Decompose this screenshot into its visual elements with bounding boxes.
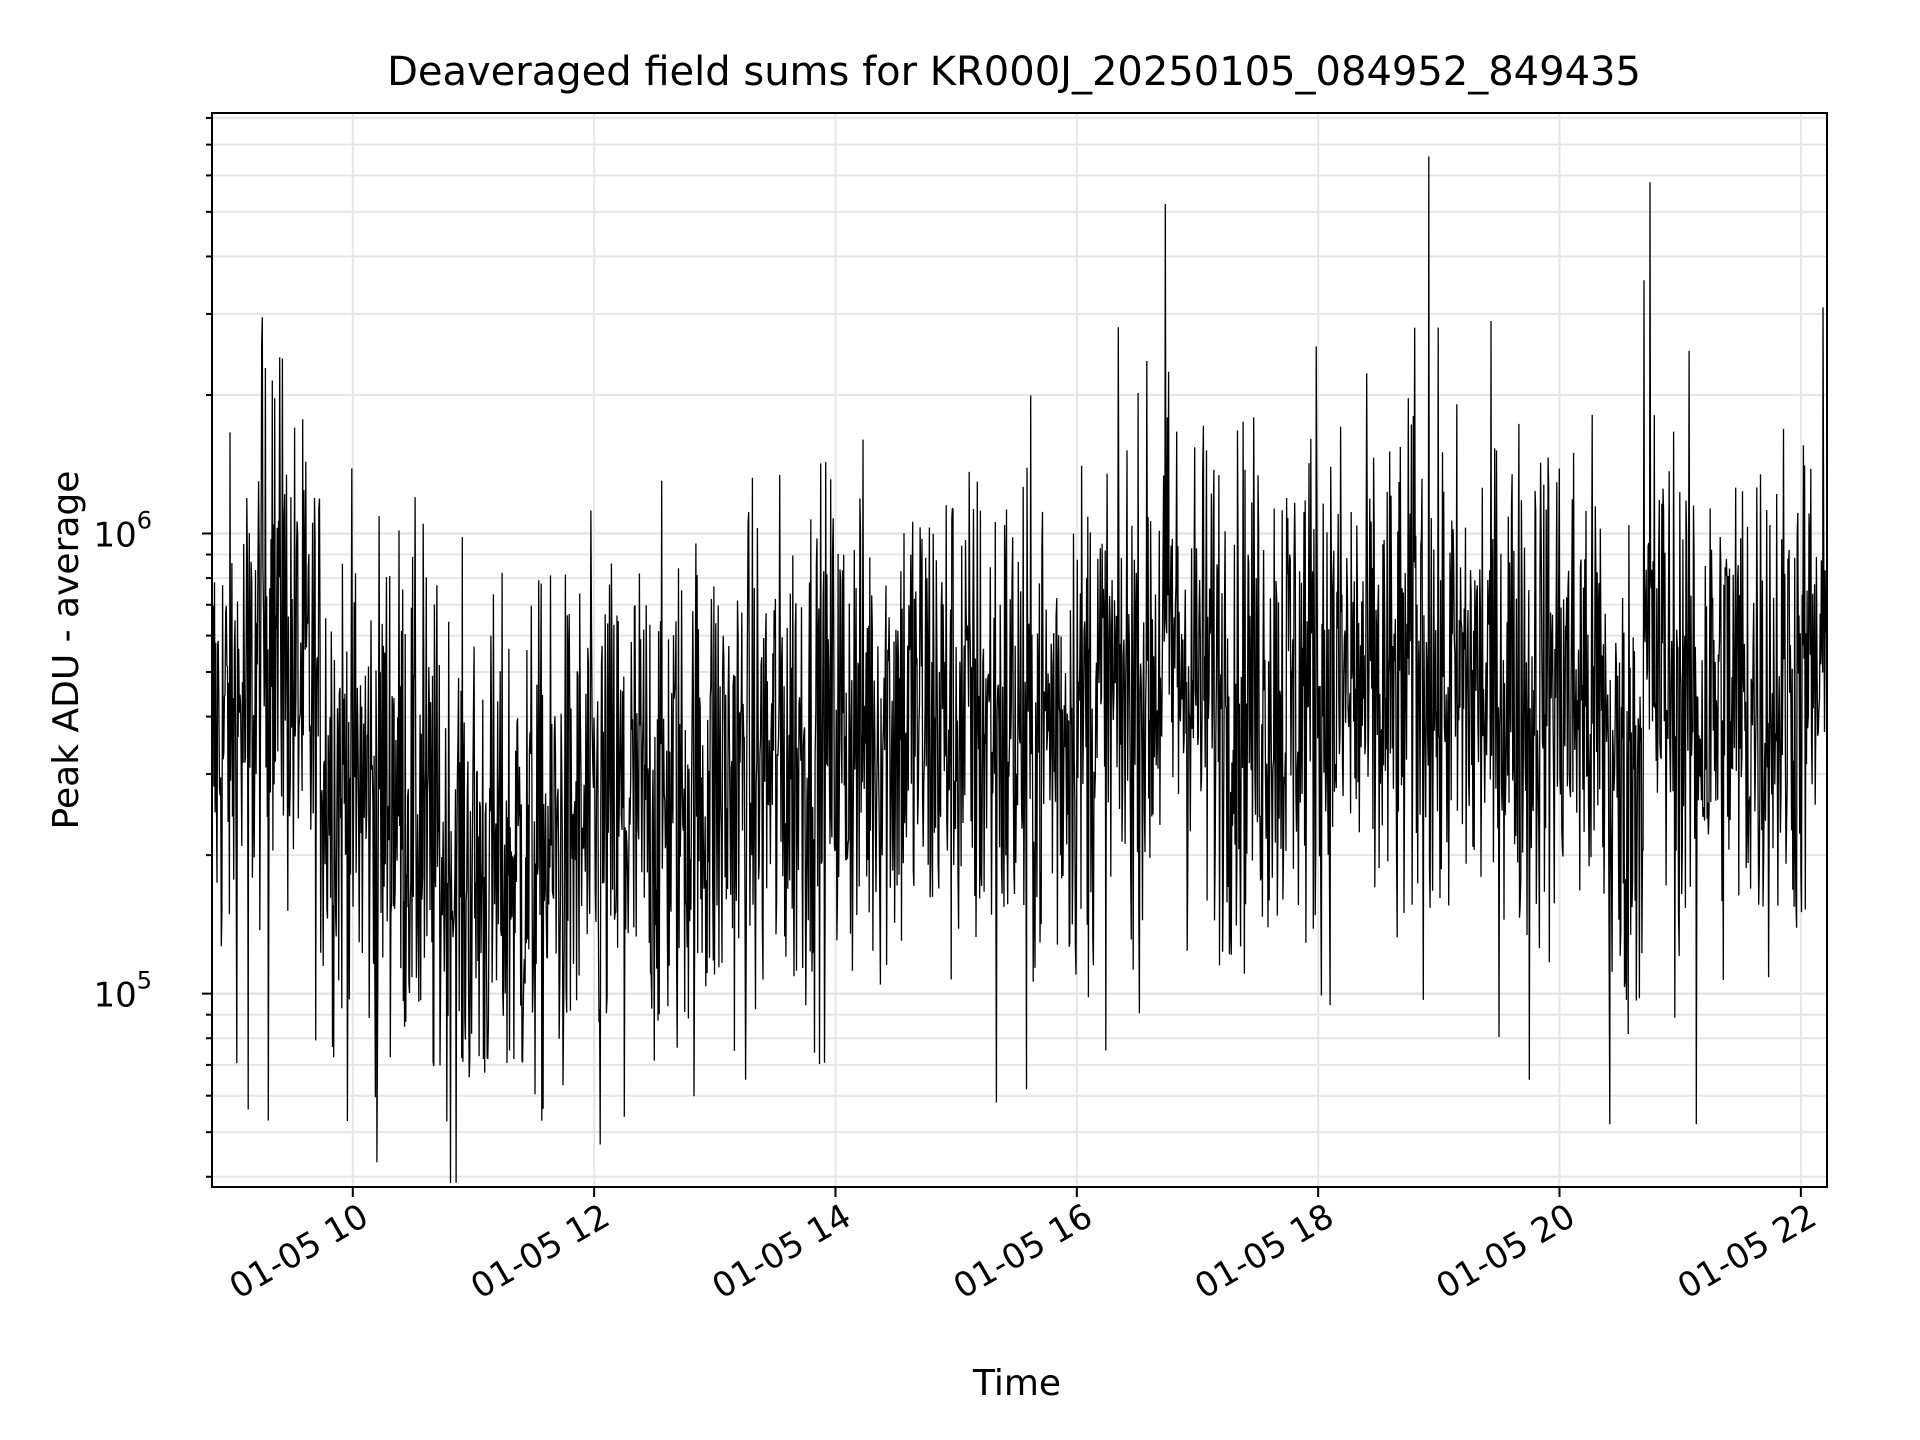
series-layer bbox=[211, 156, 1828, 1184]
x-axis-label: Time bbox=[972, 1363, 1061, 1404]
plot-frame bbox=[211, 112, 1828, 1188]
y-tick-label: 106 bbox=[93, 506, 152, 555]
series-line bbox=[211, 156, 1828, 1184]
plot-area bbox=[211, 112, 1828, 1188]
chart-title: Deaveraged field sums for KR000J_2025010… bbox=[387, 49, 1641, 95]
y-axis-label: Peak ADU - average bbox=[46, 471, 87, 830]
